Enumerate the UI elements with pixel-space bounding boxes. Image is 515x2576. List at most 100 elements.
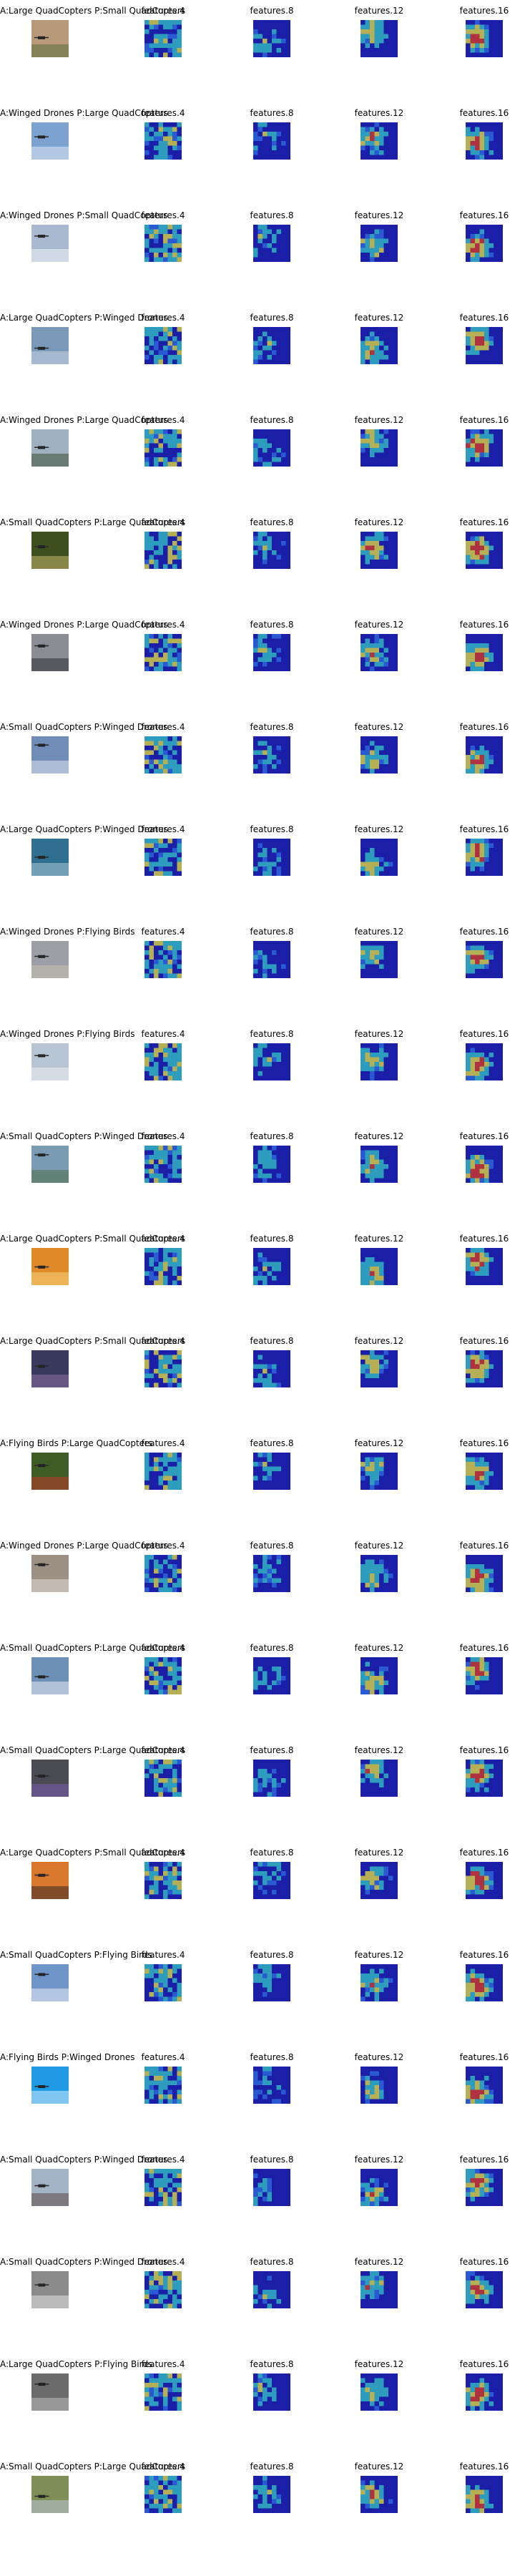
layer-label: features.16 [459,927,509,937]
layer-label: features.8 [250,1848,294,1858]
feature-cell-12: features.12 [329,1336,429,1422]
layer-label: features.16 [459,313,509,323]
input-image [31,839,69,876]
layer-label: features.12 [354,1234,404,1244]
layer-label: features.8 [250,824,294,834]
feature-cell-8: features.8 [222,2052,322,2138]
layer-label: features.4 [141,2155,185,2165]
sample-title: A:Large QuadCopters P:Small QuadCopters [0,6,186,16]
heatmap-image [253,429,290,467]
heatmap-image [144,1964,182,2001]
heatmap-image [144,1862,182,1899]
input-cell: A:Large QuadCopters P:Small QuadCopters [0,1848,185,1933]
layer-label: features.12 [354,517,404,527]
feature-cell-8: features.8 [222,824,322,910]
heatmap-image [466,532,503,569]
feature-cell-12: features.12 [329,1438,429,1524]
feature-cell-16: features.16 [434,1745,515,1831]
heatmap-image [466,1350,503,1387]
layer-label: features.8 [250,2155,294,2165]
sample-title: A:Flying Birds P:Large QuadCopters [0,1438,153,1448]
feature-cell-12: features.12 [329,517,429,603]
feature-cell-12: features.12 [329,1541,429,1626]
feature-cell-16: features.16 [434,1541,515,1626]
feature-cell-12: features.12 [329,2462,429,2547]
heatmap-image [466,1146,503,1183]
sample-title: A:Small QuadCopters P:Large QuadCopters [0,1643,186,1653]
heatmap-image [253,1350,290,1387]
layer-label: features.12 [354,2155,404,2165]
heatmap-image [253,941,290,978]
heatmap-image [360,1453,398,1490]
layer-label: features.16 [459,2462,509,2472]
input-cell: A:Large QuadCopters P:Winged Drones [0,824,168,910]
feature-cell-4: features.4 [113,210,213,296]
heatmap-image [360,1657,398,1694]
heatmap-image [360,20,398,57]
sample-title: A:Flying Birds P:Winged Drones [0,2052,135,2062]
layer-label: features.4 [141,722,185,732]
sample-row: A:Large QuadCopters P:Winged Drones feat… [0,313,515,413]
sample-title: A:Large QuadCopters P:Flying Birds [0,2359,153,2369]
heatmap-image [360,532,398,569]
sample-row: A:Small QuadCopters P:Winged Drones feat… [0,2155,515,2255]
layer-label: features.8 [250,415,294,425]
heatmap-image [360,2067,398,2104]
feature-cell-16: features.16 [434,927,515,1013]
feature-cell-8: features.8 [222,927,322,1013]
heatmap-image [466,122,503,160]
heatmap-image [466,634,503,671]
layer-label: features.8 [250,2462,294,2472]
feature-cell-8: features.8 [222,2462,322,2547]
feature-cell-16: features.16 [434,2052,515,2138]
input-cell: A:Winged Drones P:Flying Birds [0,1029,135,1115]
feature-cell-16: features.16 [434,210,515,296]
sample-row: A:Winged Drones P:Small QuadCopters feat… [0,210,515,311]
sample-title: A:Winged Drones P:Flying Birds [0,927,135,937]
layer-label: features.8 [250,2359,294,2369]
input-cell: A:Large QuadCopters P:Small QuadCopters [0,1234,185,1319]
input-image [31,1760,69,1797]
feature-cell-4: features.4 [113,1336,213,1422]
heatmap-image [144,2476,182,2513]
input-cell: A:Small QuadCopters P:Winged Drones [0,2155,168,2240]
layer-label: features.12 [354,415,404,425]
feature-cell-16: features.16 [434,1029,515,1115]
feature-cell-16: features.16 [434,722,515,808]
heatmap-image [144,1760,182,1797]
sample-title: A:Small QuadCopters P:Winged Drones [0,2155,168,2165]
feature-cell-4: features.4 [113,313,213,399]
layer-label: features.12 [354,1438,404,1448]
input-cell: A:Small QuadCopters P:Winged Drones [0,722,167,808]
heatmap-image [253,736,290,774]
sample-row: A:Winged Drones P:Large QuadCopters feat… [0,1541,515,1641]
layer-label: features.12 [354,2052,404,2062]
layer-label: features.12 [354,6,404,16]
heatmap-image [253,532,290,569]
sample-row: A:Small QuadCopters P:Large QuadCopters … [0,2462,515,2562]
heatmap-image [253,2476,290,2513]
feature-cell-12: features.12 [329,415,429,501]
input-image [31,1146,69,1183]
feature-cell-4: features.4 [113,824,213,910]
heatmap-image [144,1657,182,1694]
heatmap-image [360,1760,398,1797]
heatmap-image [466,1964,503,2001]
layer-label: features.8 [250,210,294,220]
layer-label: features.16 [459,1643,509,1653]
feature-cell-16: features.16 [434,6,515,92]
layer-label: features.16 [459,1541,509,1551]
sample-title: A:Small QuadCopters P:Winged Drones [0,2257,168,2267]
feature-cell-8: features.8 [222,1438,322,1524]
layer-label: features.12 [354,1541,404,1551]
sample-title: A:Large QuadCopters P:Small QuadCopters [0,1336,186,1346]
heatmap-image [253,1248,290,1285]
heatmap-image [360,736,398,774]
layer-label: features.4 [141,210,185,220]
feature-cell-4: features.4 [113,927,213,1013]
heatmap-image [466,1657,503,1694]
input-cell: A:Flying Birds P:Large QuadCopters [0,1438,153,1524]
heatmap-image [466,1760,503,1797]
sample-title: A:Winged Drones P:Flying Birds [0,1029,135,1039]
heatmap-image [360,327,398,364]
